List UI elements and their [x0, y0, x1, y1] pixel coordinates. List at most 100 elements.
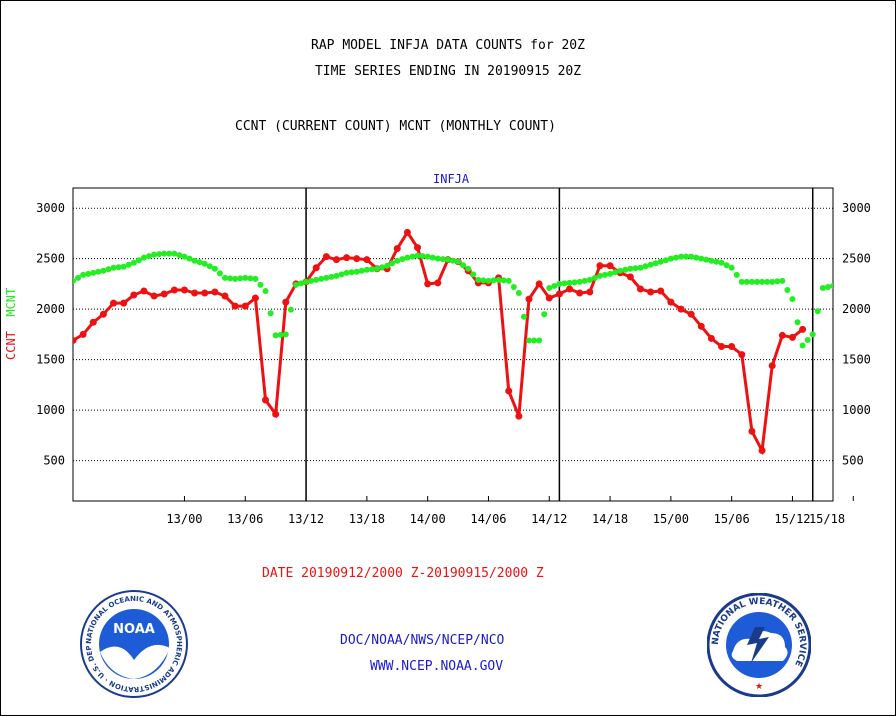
data-point-mcnt [541, 311, 548, 318]
data-point-ccnt [788, 333, 796, 341]
y-tick-label-left: 3000 [36, 201, 65, 215]
data-point-mcnt [303, 278, 310, 285]
data-point-mcnt [455, 258, 462, 265]
data-point-ccnt [758, 447, 766, 455]
data-point-mcnt [794, 319, 801, 326]
data-point-mcnt [171, 250, 178, 257]
data-point-mcnt [769, 278, 776, 285]
data-point-mcnt [298, 280, 304, 287]
data-point-mcnt [156, 251, 163, 258]
data-point-ccnt [312, 264, 320, 272]
data-point-mcnt [237, 275, 244, 282]
data-point-ccnt [434, 279, 442, 287]
x-tick-label: 13/18 [349, 512, 385, 526]
series-line-ccnt [73, 229, 804, 456]
data-point-ccnt [201, 289, 209, 297]
data-point-ccnt [120, 299, 128, 307]
y-tick-label-right: 1000 [842, 403, 871, 417]
y-axis-label-ccnt: CCNT [4, 331, 18, 360]
data-point-mcnt [678, 253, 684, 260]
data-point-mcnt [277, 331, 284, 338]
x-tick-label: 14/06 [470, 512, 506, 526]
data-point-ccnt [707, 334, 715, 342]
noaa-wordmark: NOAA [113, 622, 155, 637]
chart-subtitle: TIME SERIES ENDING IN 20190915 20Z [314, 64, 582, 79]
data-point-ccnt [191, 289, 199, 297]
data-point-mcnt [571, 279, 578, 286]
date-range: DATE 20190912/2000 Z-20190915/2000 Z [262, 566, 544, 581]
data-point-mcnt [125, 261, 132, 268]
data-point-mcnt [551, 282, 558, 289]
data-point-mcnt [394, 257, 401, 264]
data-point-mcnt [647, 261, 654, 268]
data-point-ccnt [110, 299, 118, 307]
plot-label: INFJA [433, 172, 470, 186]
data-point-mcnt [733, 271, 740, 278]
data-point-mcnt [450, 257, 456, 264]
y-tick-label-right: 1500 [842, 353, 871, 367]
data-point-mcnt [591, 274, 598, 281]
data-point-mcnt [470, 271, 477, 278]
data-point-mcnt [713, 258, 720, 265]
x-tick-label: 14/00 [410, 512, 446, 526]
data-point-ccnt [414, 244, 422, 252]
credit-line-2: WWW.NCEP.NOAA.GOV [370, 659, 504, 674]
data-point-mcnt [627, 265, 634, 272]
data-point-ccnt [576, 289, 584, 297]
data-point-mcnt [176, 252, 183, 259]
data-point-ccnt [272, 410, 280, 418]
y-tick-label-left: 500 [43, 454, 65, 468]
data-point-mcnt [292, 281, 299, 288]
data-point-mcnt [130, 259, 137, 266]
data-point-mcnt [531, 337, 538, 344]
data-point-mcnt [353, 268, 360, 275]
data-point-mcnt [617, 267, 624, 274]
y-tick-label-left: 1500 [36, 353, 65, 367]
data-point-ccnt [566, 285, 574, 293]
data-point-ccnt [403, 228, 411, 236]
y-tick-label-left: 2000 [36, 302, 65, 316]
data-point-ccnt [221, 292, 229, 300]
data-point-mcnt [759, 278, 766, 285]
data-point-mcnt [363, 266, 370, 273]
data-point-mcnt [75, 274, 82, 281]
data-point-mcnt [667, 255, 674, 262]
data-point-mcnt [480, 277, 487, 284]
data-point-mcnt [419, 253, 426, 260]
data-point-mcnt [784, 286, 791, 293]
data-point-mcnt [135, 257, 142, 264]
data-point-mcnt [323, 274, 330, 281]
data-point-mcnt [115, 264, 122, 271]
data-point-ccnt [728, 343, 736, 351]
data-point-mcnt [500, 277, 507, 284]
data-point-mcnt [728, 264, 735, 271]
data-point-mcnt [754, 278, 760, 285]
data-point-mcnt [206, 263, 213, 270]
data-point-ccnt [647, 288, 655, 296]
data-point-ccnt [515, 412, 523, 420]
data-point-ccnt [768, 362, 776, 370]
data-point-mcnt [622, 266, 629, 273]
data-point-mcnt [90, 269, 97, 276]
data-point-ccnt [606, 262, 614, 270]
data-point-mcnt [576, 278, 583, 285]
x-tick-label: 15/06 [714, 512, 750, 526]
data-point-ccnt [687, 310, 695, 318]
data-point-mcnt [738, 278, 745, 285]
data-point-ccnt [718, 343, 726, 351]
data-point-ccnt [79, 330, 87, 338]
series-mcnt [73, 250, 833, 349]
data-point-ccnt [160, 290, 168, 298]
data-point-ccnt [738, 351, 746, 359]
data-point-ccnt [778, 331, 786, 339]
nws-logo: NATIONAL WEATHER SERVICE ★ [707, 593, 811, 697]
data-point-mcnt [151, 251, 158, 258]
data-point-ccnt [596, 262, 604, 270]
data-point-mcnt [120, 263, 127, 270]
y-tick-label-left: 2500 [36, 252, 65, 266]
data-point-mcnt [186, 255, 193, 262]
data-point-mcnt [819, 284, 826, 291]
data-point-mcnt [688, 253, 695, 260]
data-point-ccnt [322, 253, 330, 261]
data-point-mcnt [693, 254, 700, 261]
